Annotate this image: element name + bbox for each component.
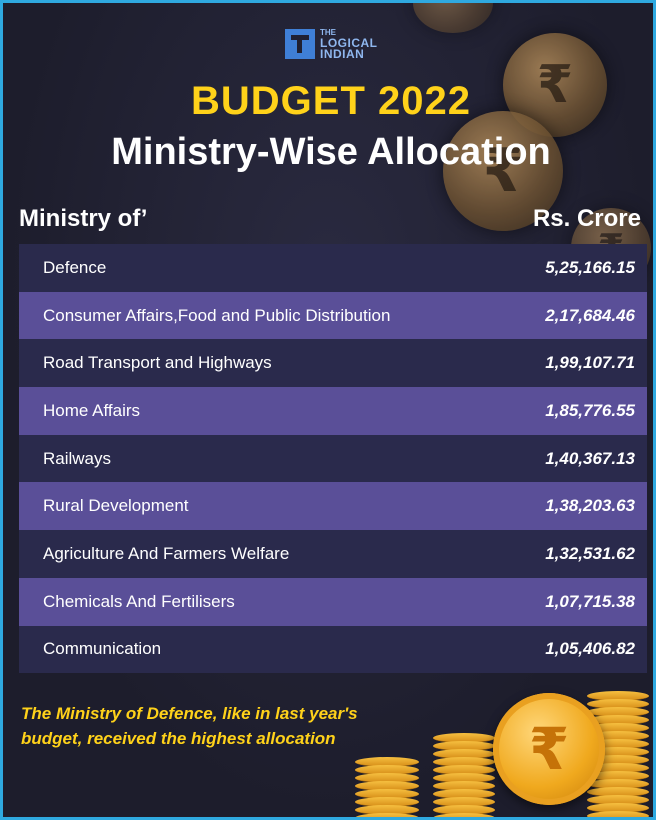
ministry-amount: 1,32,531.62 — [545, 543, 635, 563]
ministry-amount: 1,05,406.82 — [545, 639, 635, 659]
title-budget: BUDGET 2022 — [191, 79, 471, 123]
table-row: Railways 1,40,367.13 — [19, 434, 647, 483]
ministry-name: Communication — [43, 639, 162, 659]
ministry-amount: 1,07,715.38 — [545, 591, 635, 611]
ministry-name: Chemicals And Fertilisers — [43, 591, 235, 611]
ministry-name: Railways — [43, 448, 112, 468]
ministry-amount: 1,85,776.55 — [545, 400, 635, 420]
table-row: Defence 5,25,166.15 — [19, 244, 647, 292]
ministry-name: Defence — [43, 257, 107, 277]
table-row: Consumer Affairs,Food and Public Distrib… — [19, 291, 647, 340]
ministry-name: Rural Development — [43, 496, 189, 516]
footnote: The Ministry of Defence, like in last ye… — [21, 704, 358, 748]
ministry-amount: 2,17,684.46 — [545, 305, 635, 325]
table-row: Rural Development 1,38,203.63 — [19, 482, 647, 531]
coin-stack-icon — [355, 757, 419, 817]
ministry-amount: 5,25,166.15 — [545, 257, 635, 277]
table-row: Communication 1,05,406.82 — [19, 625, 647, 674]
header-ministry: Ministry of’ — [19, 205, 148, 232]
background-coin-icon: ₹ — [443, 111, 563, 231]
table-row: Chemicals And Fertilisers 1,07,715.38 — [19, 577, 647, 626]
table-row: Agriculture And Farmers Welfare 1,32,531… — [19, 530, 647, 578]
ministry-name: Road Transport and Highways — [43, 353, 272, 373]
table-row: Home Affairs 1,85,776.55 — [19, 387, 647, 435]
coin-stack-icon — [587, 691, 649, 817]
brand-logo: THE LOGICAL INDIAN — [285, 27, 378, 60]
background-coin-icon — [413, 3, 493, 33]
table-row: Road Transport and Highways 1,99,107.71 — [19, 339, 647, 388]
allocation-table: Defence 5,25,166.15 Consumer Affairs,Foo… — [19, 244, 647, 674]
coin-stack-icon — [433, 733, 495, 817]
ministry-amount: 1,99,107.71 — [545, 353, 635, 373]
ministry-name: Home Affairs — [43, 400, 141, 420]
rupee-coin-icon: ₹ — [493, 693, 605, 805]
ministry-amount: 1,40,367.13 — [545, 448, 635, 468]
ministry-name: Agriculture And Farmers Welfare — [43, 543, 290, 563]
logo-text: THE LOGICAL INDIAN — [320, 28, 378, 61]
logo-icon — [285, 28, 315, 59]
ministry-amount: 1,38,203.63 — [545, 496, 635, 516]
title-allocation: Ministry-Wise Allocation — [111, 131, 551, 173]
header-amount: Rs. Crore — [532, 205, 641, 232]
ministry-name: Consumer Affairs,Food and Public Distrib… — [43, 305, 391, 325]
